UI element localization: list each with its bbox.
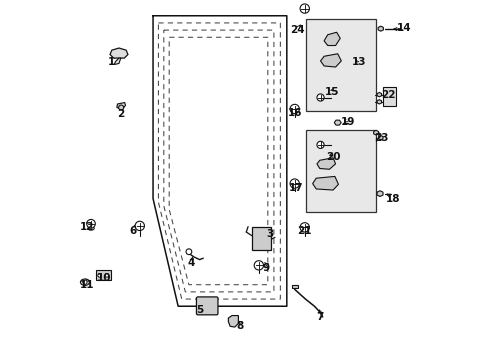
Circle shape	[82, 280, 87, 284]
Ellipse shape	[88, 226, 94, 230]
Text: 20: 20	[325, 152, 340, 162]
Circle shape	[119, 105, 123, 110]
Text: 10: 10	[97, 273, 111, 283]
Polygon shape	[312, 176, 338, 190]
Polygon shape	[316, 158, 335, 169]
Text: 18: 18	[386, 194, 400, 204]
Polygon shape	[373, 130, 378, 135]
Polygon shape	[378, 135, 382, 140]
Text: 22: 22	[380, 90, 394, 100]
Text: 1: 1	[108, 57, 115, 67]
Bar	[305, 19, 375, 111]
Text: 6: 6	[129, 226, 137, 236]
Text: 17: 17	[288, 183, 303, 193]
Bar	[305, 130, 375, 212]
Bar	[251, 226, 271, 250]
Polygon shape	[376, 191, 382, 197]
Text: 11: 11	[80, 280, 95, 290]
Circle shape	[254, 261, 263, 270]
Text: 14: 14	[396, 23, 410, 33]
Polygon shape	[117, 103, 125, 109]
Ellipse shape	[80, 279, 89, 285]
Text: 15: 15	[325, 87, 339, 97]
Bar	[382, 87, 395, 107]
Polygon shape	[376, 100, 381, 104]
Text: 5: 5	[196, 305, 203, 315]
Bar	[96, 270, 110, 280]
Circle shape	[300, 223, 309, 232]
Circle shape	[135, 221, 144, 230]
Text: 3: 3	[265, 229, 273, 239]
Text: 12: 12	[79, 222, 94, 232]
Circle shape	[98, 274, 101, 277]
Text: 24: 24	[290, 25, 304, 35]
Text: 19: 19	[341, 117, 355, 127]
Polygon shape	[110, 48, 128, 58]
Circle shape	[316, 94, 324, 101]
Circle shape	[86, 220, 95, 228]
Text: 16: 16	[287, 108, 301, 118]
Polygon shape	[114, 58, 121, 64]
Text: 9: 9	[262, 263, 269, 273]
Text: 8: 8	[236, 321, 244, 331]
Circle shape	[289, 179, 299, 188]
Circle shape	[300, 4, 309, 13]
Text: 21: 21	[297, 226, 311, 236]
Polygon shape	[228, 316, 238, 327]
Circle shape	[185, 249, 191, 255]
Text: 2: 2	[117, 109, 124, 119]
Circle shape	[289, 104, 299, 114]
Polygon shape	[376, 93, 381, 97]
Text: 13: 13	[351, 57, 366, 67]
Polygon shape	[324, 32, 340, 45]
Circle shape	[316, 141, 324, 148]
Bar	[291, 285, 297, 288]
Polygon shape	[377, 26, 383, 31]
Polygon shape	[320, 54, 341, 67]
Text: 7: 7	[315, 312, 323, 322]
Text: 4: 4	[186, 258, 194, 268]
FancyBboxPatch shape	[196, 297, 218, 315]
Polygon shape	[334, 120, 341, 125]
Circle shape	[105, 274, 108, 277]
Text: 23: 23	[373, 133, 388, 143]
